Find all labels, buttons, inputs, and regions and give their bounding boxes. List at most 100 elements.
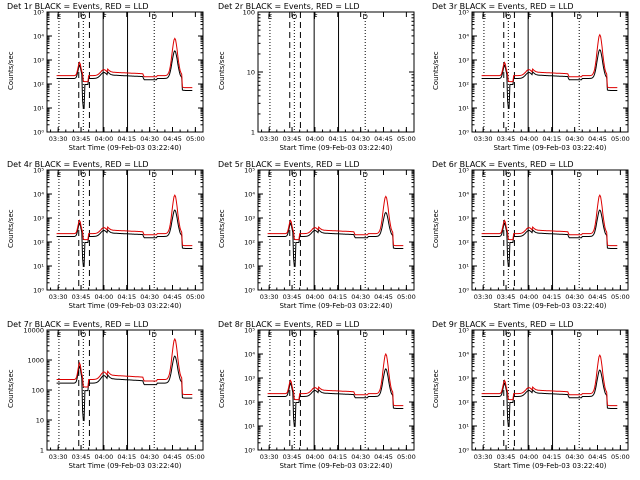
marker-o: O [506, 171, 512, 179]
x-axis-label: Start Time (09-Feb-03 03:22:40) [493, 462, 606, 470]
x-tick-label: 05:00 [397, 135, 416, 143]
x-tick-label: 04:00 [95, 293, 114, 301]
marker-e: E [482, 331, 486, 339]
x-tick-label: 05:00 [186, 135, 205, 143]
marker-f: F [314, 331, 318, 339]
x-tick-label: 04:15 [542, 135, 561, 143]
y-tick-label: 10000 [23, 327, 44, 335]
x-axis-label: Start Time (09-Feb-03 03:22:40) [279, 462, 392, 470]
x-axis-label: Start Time (09-Feb-03 03:22:40) [493, 302, 606, 310]
y-axis-label: Counts/sec [432, 369, 440, 408]
y-axis-label: Counts/sec [218, 209, 226, 248]
x-tick-label: 04:15 [328, 135, 347, 143]
x-axis-label: Start Time (09-Feb-03 03:22:40) [68, 144, 181, 152]
marker-e: E [268, 171, 272, 179]
events-series-line [56, 355, 193, 422]
y-tick-label: 10² [244, 239, 255, 247]
x-tick-label: 05:00 [186, 293, 205, 301]
marker-d: D [363, 331, 368, 339]
x-tick-label: 03:30 [260, 135, 279, 143]
y-tick-label: 10⁵ [458, 327, 469, 335]
y-axis-label: Counts/sec [432, 51, 440, 90]
x-tick-label: 04:00 [95, 453, 114, 461]
x-tick-label: 03:45 [497, 135, 516, 143]
x-tick-label: 03:45 [283, 453, 302, 461]
x-tick-label: 04:45 [374, 453, 393, 461]
x-tick-label: 04:00 [520, 453, 539, 461]
y-tick-label: 10¹ [458, 423, 469, 431]
y-tick-label: 10² [458, 239, 469, 247]
x-tick-label: 04:30 [565, 293, 584, 301]
x-tick-label: 04:00 [306, 453, 325, 461]
marker-f: F [528, 331, 532, 339]
panel-det-2r: Det 2r BLACK = Events, RED = LLD Counts/s… [218, 2, 416, 152]
lld-series-line [481, 194, 618, 247]
x-tick-label: 04:45 [588, 453, 607, 461]
x-tick-label: 03:30 [49, 135, 68, 143]
events-series-line [267, 368, 404, 428]
marker-o: O [292, 13, 298, 21]
y-axis-label: Counts/sec [218, 369, 226, 408]
y-tick-label: 10¹ [458, 105, 469, 113]
x-tick-label: 04:30 [351, 135, 370, 143]
x-axis-label: Start Time (09-Feb-03 03:22:40) [68, 302, 181, 310]
y-tick-label: 10⁴ [458, 33, 469, 41]
y-tick-label: 1000 [27, 357, 44, 365]
plot-frame [46, 169, 204, 291]
y-tick-label: 10⁰ [458, 129, 469, 137]
x-tick-label: 03:30 [474, 293, 493, 301]
x-tick-label: 03:30 [49, 293, 68, 301]
marker-d: D [152, 331, 157, 339]
x-tick-label: 03:30 [49, 453, 68, 461]
y-tick-label: 10² [244, 399, 255, 407]
marker-f: F [314, 13, 318, 21]
x-axis-label: Start Time (09-Feb-03 03:22:40) [493, 144, 606, 152]
plot-frame [471, 11, 629, 133]
marker-f: F [314, 171, 318, 179]
y-tick-label: 10⁴ [33, 191, 44, 199]
y-tick-label: 10⁰ [244, 447, 255, 455]
x-tick-label: 03:45 [497, 453, 516, 461]
marker-o: O [506, 331, 512, 339]
x-axis-label: Start Time (09-Feb-03 03:22:40) [279, 144, 392, 152]
plot-frame [46, 329, 204, 451]
marker-e: E [57, 13, 61, 21]
panel-title: Det 5r BLACK = Events, RED = LLD [218, 160, 360, 169]
y-axis-label: Counts/sec [7, 209, 15, 248]
y-tick-label: 10² [33, 81, 44, 89]
x-tick-label: 04:45 [163, 453, 182, 461]
y-axis-label: Counts/sec [7, 369, 15, 408]
y-tick-label: 1 [251, 129, 255, 137]
marker-e: E [482, 171, 486, 179]
y-tick-label: 10⁵ [244, 167, 255, 175]
marker-f: F [103, 331, 107, 339]
y-tick-label: 10² [458, 81, 469, 89]
x-tick-label: 05:00 [611, 453, 630, 461]
events-series-line [56, 50, 193, 110]
lld-series-line [481, 33, 618, 89]
y-tick-label: 10³ [458, 375, 469, 383]
x-tick-label: 04:30 [140, 135, 159, 143]
x-axis-label: Start Time (09-Feb-03 03:22:40) [279, 302, 392, 310]
plot-frame [257, 329, 415, 451]
x-tick-label: 03:45 [497, 293, 516, 301]
y-tick-label: 10⁴ [458, 351, 469, 359]
marker-f: F [103, 13, 107, 21]
y-tick-label: 10⁰ [458, 287, 469, 295]
panel-title: Det 6r BLACK = Events, RED = LLD [432, 160, 574, 169]
marker-f: F [103, 171, 107, 179]
y-tick-label: 10³ [458, 215, 469, 223]
y-tick-label: 10⁴ [244, 191, 255, 199]
marker-e: E [268, 13, 272, 21]
marker-e: E [268, 331, 272, 339]
panel-det-4r: Det 4r BLACK = Events, RED = LLD Counts/s… [7, 160, 205, 310]
events-series-line [481, 48, 618, 110]
panel-title: Det 3r BLACK = Events, RED = LLD [432, 2, 574, 11]
y-axis-label: Counts/sec [218, 51, 226, 90]
y-tick-label: 10³ [458, 57, 469, 65]
lld-series-line [56, 194, 193, 247]
x-tick-label: 04:30 [351, 293, 370, 301]
y-tick-label: 10³ [244, 215, 255, 223]
panel-title: Det 2r BLACK = Events, RED = LLD [218, 2, 360, 11]
x-tick-label: 05:00 [397, 293, 416, 301]
